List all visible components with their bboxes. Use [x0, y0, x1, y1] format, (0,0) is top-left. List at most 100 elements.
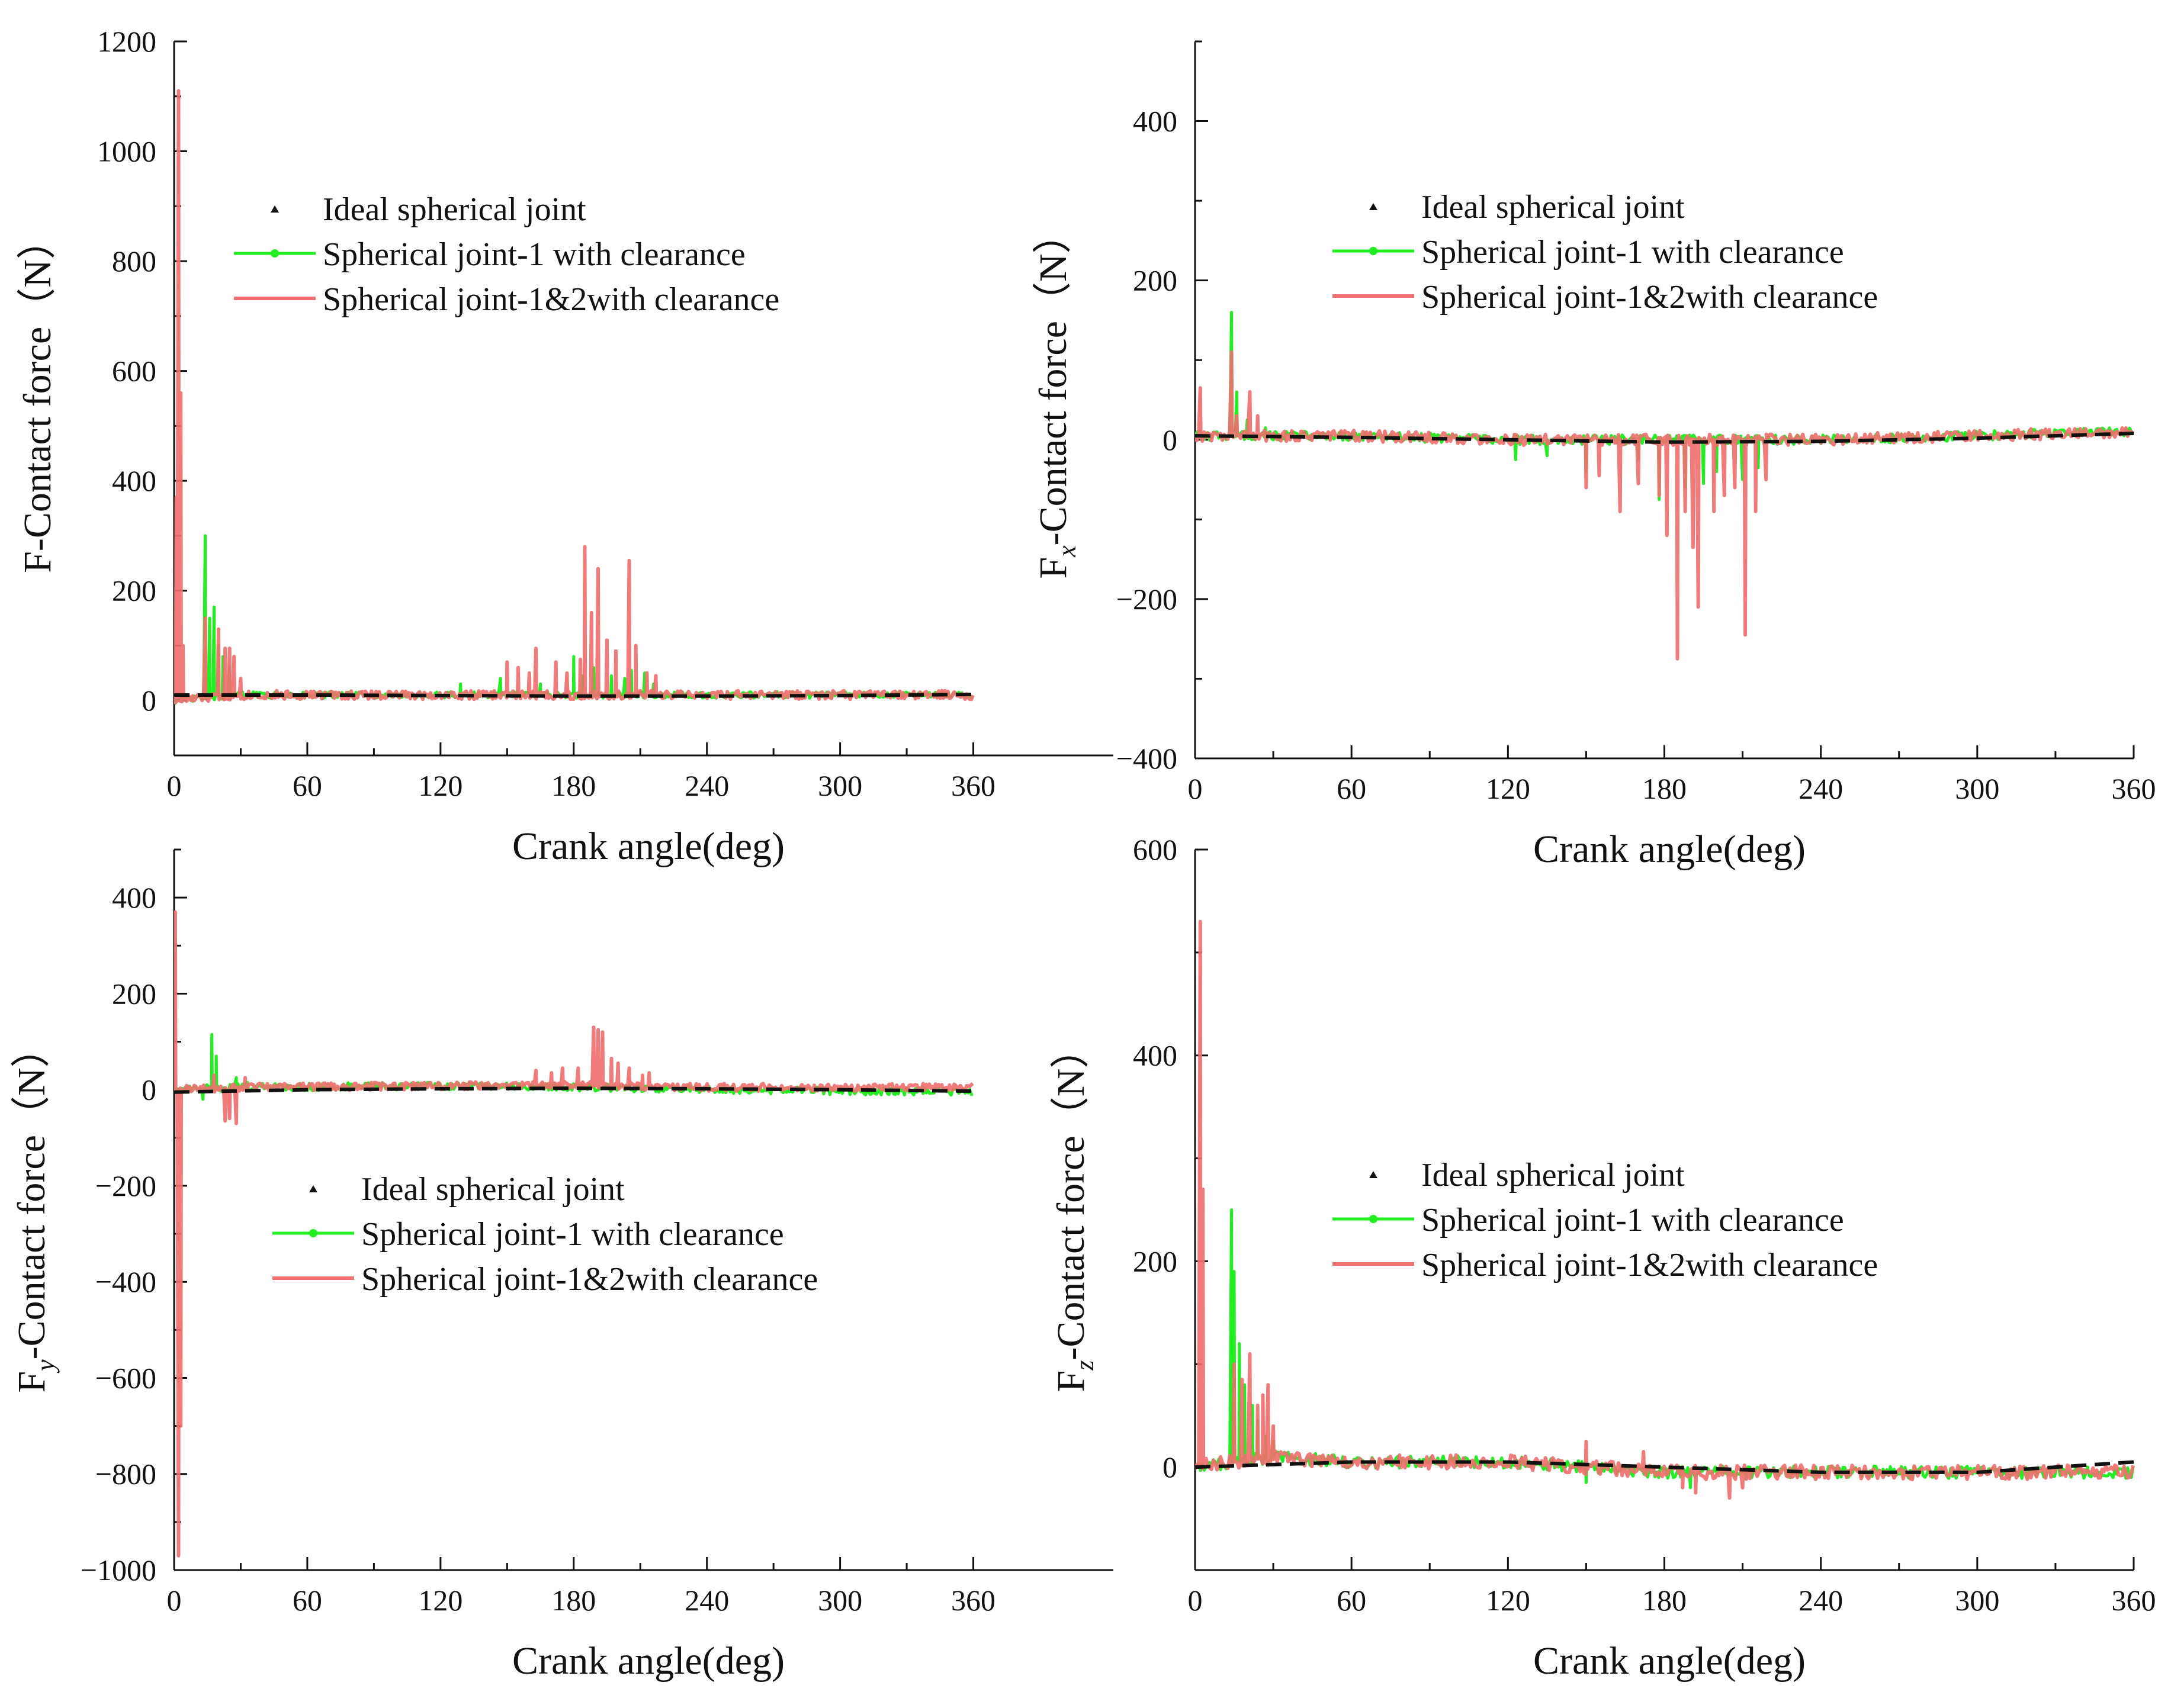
y-axis-label: Fy-Contact force（N）: [10, 1028, 60, 1392]
x-tick-label: 0: [167, 769, 182, 802]
legend-marker-joint1: [1369, 1215, 1377, 1223]
chart-panel-F: 0 60 120 180 240 300 360 0 200 400 600 800 1000 1200 C…: [16, 25, 1113, 868]
y-tick-label: −800: [95, 1458, 156, 1491]
legend: Ideal spherical joint Spherical joint-1 w…: [1332, 189, 1878, 316]
plot-area: [1195, 919, 2135, 1500]
y-tick-label: 1200: [97, 25, 156, 58]
legend: Ideal spherical joint Spherical joint-1 w…: [272, 1171, 818, 1298]
y-tick-label: 800: [112, 245, 156, 278]
legend-label: Ideal spherical joint: [361, 1171, 625, 1208]
x-tick-label: 180: [1642, 772, 1687, 805]
series-line-ideal: [1195, 1460, 2134, 1474]
series-line-joint12: [174, 89, 975, 705]
legend-label: Ideal spherical joint: [1421, 189, 1685, 226]
y-tick-label: 0: [142, 1073, 156, 1106]
y-tick-label: 1000: [97, 135, 156, 168]
legend-label: Spherical joint-1&2with clearance: [1421, 1247, 1878, 1284]
y-tick-label: 400: [1133, 105, 1177, 138]
x-tick-label: 0: [1188, 772, 1203, 805]
y-tick-label: 200: [112, 574, 156, 607]
legend: Ideal spherical joint Spherical joint-1 w…: [1332, 1157, 1878, 1284]
x-tick-label: 0: [1188, 1584, 1203, 1617]
legend-marker-ideal: [271, 205, 279, 213]
y-tick-label: −200: [95, 1169, 156, 1202]
legend-marker-ideal: [309, 1185, 317, 1192]
plot-area: [174, 910, 974, 1558]
x-tick-label: 180: [1642, 1584, 1687, 1617]
legend-label: Spherical joint-1&2with clearance: [361, 1261, 818, 1298]
legend-label: Ideal spherical joint: [1421, 1157, 1685, 1194]
series-line-joint1: [1195, 311, 2135, 501]
y-tick-label: 600: [112, 355, 156, 388]
series-line-joint1: [174, 534, 974, 705]
series-line-ideal: [1195, 432, 2134, 444]
legend-label: Ideal spherical joint: [323, 191, 586, 228]
plot-area: [1195, 311, 2135, 661]
legend-label: Spherical joint-1 with clearance: [1421, 1202, 1844, 1239]
legend-marker-joint1: [1369, 247, 1377, 255]
x-tick-label: 300: [818, 769, 862, 802]
x-axis-label: Crank angle(deg): [1533, 1639, 1806, 1683]
x-tick-label: 240: [1799, 1584, 1843, 1617]
x-tick-label: 0: [167, 1584, 182, 1617]
chart-panel-Fz: 0 60 120 180 240 300 360 0 200 400 600 Crank angle(…: [1049, 833, 2156, 1683]
y-axis-label: Fx-Contact force（N）: [1032, 214, 1081, 578]
x-tick-label: 60: [1337, 772, 1366, 805]
x-tick-label: 180: [551, 1584, 596, 1617]
y-axis-label: F-Contact force（N）: [16, 220, 59, 573]
x-axis-label: Crank angle(deg): [512, 825, 785, 868]
legend-label: Spherical joint-1&2with clearance: [323, 281, 779, 318]
x-tick-label: 120: [1486, 1584, 1530, 1617]
series-line-ideal: [174, 1086, 974, 1094]
series-line-joint12: [174, 910, 974, 1558]
y-tick-label: −600: [95, 1361, 156, 1394]
y-tick-label: −1000: [81, 1553, 156, 1587]
x-tick-label: 360: [951, 769, 995, 802]
x-tick-label: 120: [418, 1584, 463, 1617]
y-tick-label: 400: [112, 464, 156, 497]
legend-label: Spherical joint-1 with clearance: [361, 1216, 784, 1253]
x-tick-label: 60: [293, 769, 322, 802]
y-tick-label: 0: [1162, 423, 1177, 456]
x-tick-label: 240: [685, 1584, 729, 1617]
plot-area: [174, 89, 975, 705]
x-tick-label: 300: [1955, 772, 1999, 805]
x-tick-label: 120: [418, 769, 463, 802]
y-tick-label: 0: [142, 684, 156, 717]
y-tick-label: 400: [112, 881, 156, 914]
y-tick-label: 600: [1133, 833, 1177, 866]
x-tick-label: 360: [2112, 1584, 2156, 1617]
series-line-joint12: [1195, 919, 2135, 1500]
legend-label: Spherical joint-1&2with clearance: [1421, 279, 1878, 316]
chart-panel-Fx: 0 60 120 180 240 300 360 −400 −200 0 200 400 Crank a…: [1032, 40, 2156, 871]
x-tick-label: 60: [1337, 1584, 1366, 1617]
y-tick-label: 200: [1133, 1244, 1177, 1278]
y-tick-label: −400: [1116, 742, 1177, 775]
x-tick-label: 360: [2112, 772, 2156, 805]
x-tick-label: 180: [551, 769, 596, 802]
legend-marker-joint1: [309, 1229, 317, 1237]
x-tick-label: 60: [293, 1584, 322, 1617]
y-tick-label: 0: [1162, 1450, 1177, 1484]
y-tick-label: −200: [1116, 583, 1177, 616]
legend-marker-ideal: [1369, 1171, 1377, 1178]
x-axis-label: Crank angle(deg): [1533, 828, 1806, 871]
legend-label: Spherical joint-1 with clearance: [1421, 234, 1844, 271]
x-axis-label: Crank angle(deg): [512, 1639, 785, 1683]
chart-panel-Fy: 0 60 120 180 240 300 360 −1000 −800 −600 −400 −200 0…: [10, 848, 1113, 1683]
series-line-joint12: [1195, 350, 2135, 661]
y-tick-label: −400: [95, 1265, 156, 1298]
x-tick-label: 120: [1486, 772, 1530, 805]
legend-marker-ideal: [1369, 203, 1377, 210]
legend: Ideal spherical joint Spherical joint-1 w…: [234, 191, 779, 318]
series-line-ideal: [174, 693, 974, 698]
x-tick-label: 240: [685, 769, 729, 802]
x-tick-label: 300: [818, 1584, 862, 1617]
x-tick-label: 300: [1955, 1584, 1999, 1617]
legend-label: Spherical joint-1 with clearance: [323, 236, 746, 273]
y-tick-label: 400: [1133, 1039, 1177, 1072]
x-tick-label: 360: [951, 1584, 995, 1617]
y-tick-label: 200: [1133, 264, 1177, 297]
legend-marker-joint1: [271, 249, 279, 258]
